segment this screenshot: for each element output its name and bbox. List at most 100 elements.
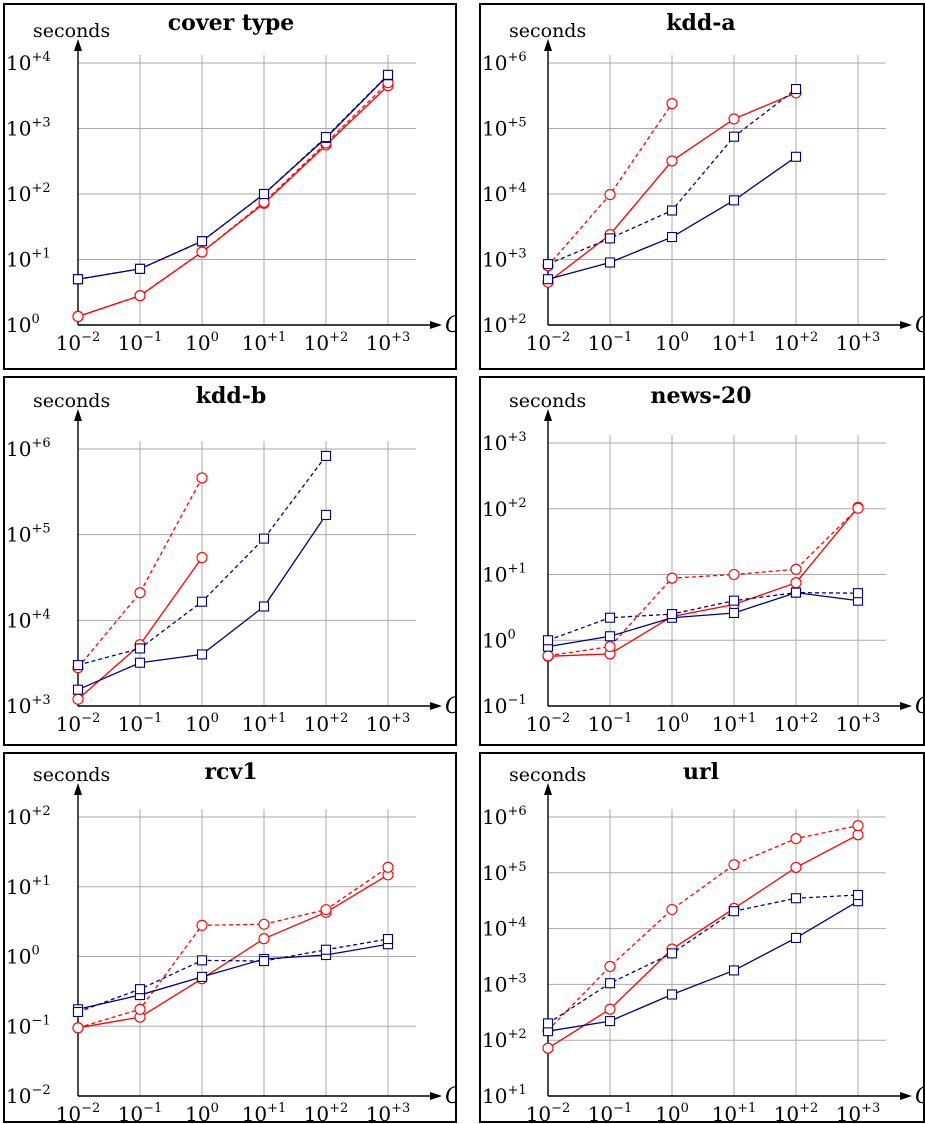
x-axis-arrow (430, 1092, 442, 1100)
data-point-square (666, 232, 678, 243)
data-point-circle (728, 859, 740, 871)
data-point-square (666, 205, 678, 216)
data-point-square (258, 533, 270, 544)
data-point-circle (196, 246, 208, 258)
x-tick-label: 10+1 (242, 711, 287, 736)
data-point-square (604, 978, 616, 989)
x-tick-label: 10+1 (712, 1101, 757, 1123)
data-point-square (196, 596, 208, 607)
x-tick-label: 10+3 (366, 711, 411, 736)
data-point-square (72, 1006, 84, 1018)
chart-panel-6: 10−2 10−1 100 10+1 10+2 10+3 10+1 10+2 10+3 10+4 1… (479, 752, 925, 1123)
data-point-square (542, 259, 554, 270)
chart-svg: 10−2 10−1 100 10+1 10+2 10+3 10−2 10−1 100 10+1 10… (6, 759, 455, 1123)
y-axis-label: seconds (33, 390, 110, 412)
x-tick-label: 10−1 (588, 711, 633, 736)
x-tick-label: 10+3 (366, 1101, 411, 1123)
series-line-3 (547, 900, 859, 1032)
data-point-circle (666, 572, 678, 584)
data-point-square (604, 612, 616, 623)
chart-title: kdd-b (196, 383, 267, 409)
data-point-square (728, 131, 740, 142)
y-tick-label: 10+4 (482, 181, 527, 206)
data-point-square (728, 906, 740, 917)
data-point-square (72, 684, 84, 695)
y-tick-label: 10+2 (6, 181, 51, 206)
series-line-4 (77, 938, 389, 1013)
data-point-square (604, 1016, 616, 1027)
x-tick-label: 10+1 (242, 330, 287, 355)
x-tick-label: 10+2 (304, 330, 349, 355)
series-line-1 (77, 85, 389, 318)
y-tick-label: 10+2 (482, 496, 527, 521)
y-axis-arrow (544, 39, 552, 51)
data-point-square (728, 195, 740, 206)
data-point-circle (852, 502, 864, 514)
data-point-circle (852, 829, 864, 841)
y-tick-label: 100 (6, 312, 40, 337)
y-axis-label: seconds (509, 390, 586, 412)
y-axis-label: seconds (509, 20, 586, 42)
data-point-circle (790, 833, 802, 845)
data-point-square (728, 607, 740, 619)
x-axis-arrow (430, 321, 442, 329)
y-tick-label: 10+4 (6, 50, 51, 75)
data-point-square (790, 587, 802, 598)
data-point-circle (790, 563, 802, 575)
x-tick-label: 10+3 (836, 711, 881, 736)
data-point-square (790, 893, 802, 904)
series-line-2 (547, 825, 859, 1031)
data-point-circle (604, 189, 616, 201)
data-point-circle (542, 1042, 554, 1054)
data-point-circle (196, 552, 208, 564)
data-point-square (790, 84, 802, 95)
data-point-square (320, 450, 332, 461)
chart-title: cover type (168, 10, 294, 36)
y-tick-label: 10+6 (482, 50, 527, 75)
data-point-square (196, 971, 208, 982)
data-point-square (320, 944, 332, 955)
chart-panel-1: 10−2 10−1 100 10+1 10+2 10+3 100 10+1 10+2 10+3 10… (3, 3, 457, 370)
data-point-square (134, 263, 146, 274)
y-axis-arrow (74, 39, 82, 51)
data-point-square (666, 989, 678, 1000)
x-tick-label: 10−2 (56, 711, 101, 736)
x-axis-label: C (445, 313, 457, 338)
y-tick-label: 10+4 (482, 916, 527, 941)
x-tick-label: 100 (655, 1101, 689, 1123)
y-tick-label: 100 (482, 627, 516, 652)
data-point-circle (382, 861, 394, 873)
data-point-circle (72, 310, 84, 323)
data-point-circle (320, 904, 332, 916)
data-point-circle (604, 641, 616, 653)
x-tick-label: 100 (655, 711, 689, 736)
y-tick-label: 10+6 (6, 436, 51, 461)
data-point-circle (134, 1003, 146, 1015)
y-tick-label: 10+3 (482, 247, 527, 272)
chart-panel-5: 10−2 10−1 100 10+1 10+2 10+3 10−2 10−1 100 10+1 10… (3, 752, 457, 1123)
x-tick-label: 10+3 (836, 1101, 881, 1123)
data-point-circle (258, 918, 270, 930)
data-point-circle (852, 820, 864, 832)
x-axis-label: C (915, 694, 925, 719)
series-line-4 (547, 894, 859, 1024)
y-axis-arrow (74, 783, 82, 795)
y-tick-label: 10+3 (6, 116, 51, 141)
x-tick-label: 10+3 (366, 330, 411, 355)
series-line-3 (77, 943, 389, 1010)
data-point-circle (666, 155, 678, 167)
data-point-square (542, 1018, 554, 1029)
data-point-square (258, 956, 270, 967)
y-tick-label: 10+1 (482, 1083, 527, 1108)
chart-panel-4: 10−2 10−1 100 10+1 10+2 10+3 10−1 100 10+1 10+2 10… (479, 376, 925, 746)
y-tick-label: 10−2 (6, 1083, 51, 1108)
x-tick-label: 100 (185, 1101, 219, 1123)
y-tick-label: 10+5 (6, 522, 51, 547)
y-tick-label: 100 (6, 944, 40, 969)
data-point-circle (604, 1003, 616, 1015)
y-axis-label: seconds (33, 20, 110, 42)
data-point-circle (72, 693, 84, 705)
x-tick-label: 10+2 (304, 1101, 349, 1123)
data-point-square (134, 643, 146, 654)
